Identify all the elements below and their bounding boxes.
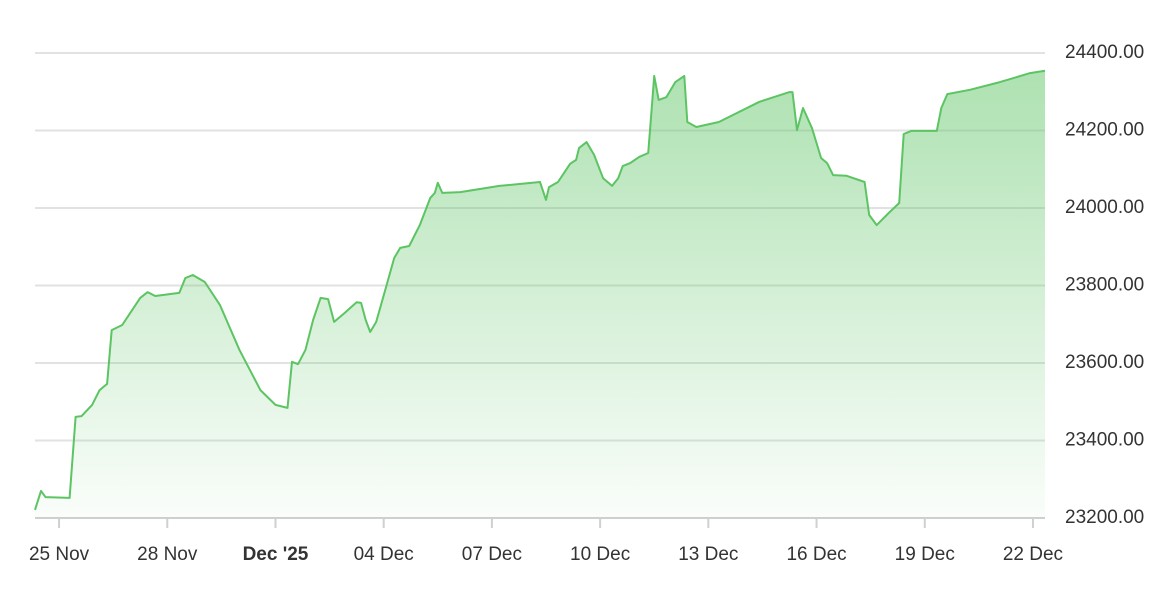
y-tick-label: 24400.00 <box>1065 42 1144 63</box>
x-tick-label: 13 Dec <box>678 544 738 565</box>
y-tick-label: 23200.00 <box>1065 507 1144 528</box>
y-tick-label: 24000.00 <box>1065 197 1144 218</box>
x-tick-label: 19 Dec <box>895 544 955 565</box>
x-tick-label: 07 Dec <box>462 544 522 565</box>
x-tick-label: 16 Dec <box>786 544 846 565</box>
y-tick-label: 24200.00 <box>1065 120 1144 141</box>
x-tick-label: 22 Dec <box>1003 544 1063 565</box>
x-tick-label: Dec '25 <box>243 544 309 565</box>
price-line <box>34 69 1046 511</box>
x-tick-label: 28 Nov <box>137 544 198 565</box>
y-tick-label: 23400.00 <box>1065 430 1144 451</box>
y-tick-label: 23600.00 <box>1065 352 1144 373</box>
y-tick-label: 23800.00 <box>1065 275 1144 296</box>
area-fill <box>35 70 1045 519</box>
x-tick-label: 25 Nov <box>29 544 90 565</box>
x-tick-label: 04 Dec <box>354 544 414 565</box>
x-tick-label: 10 Dec <box>570 544 630 565</box>
